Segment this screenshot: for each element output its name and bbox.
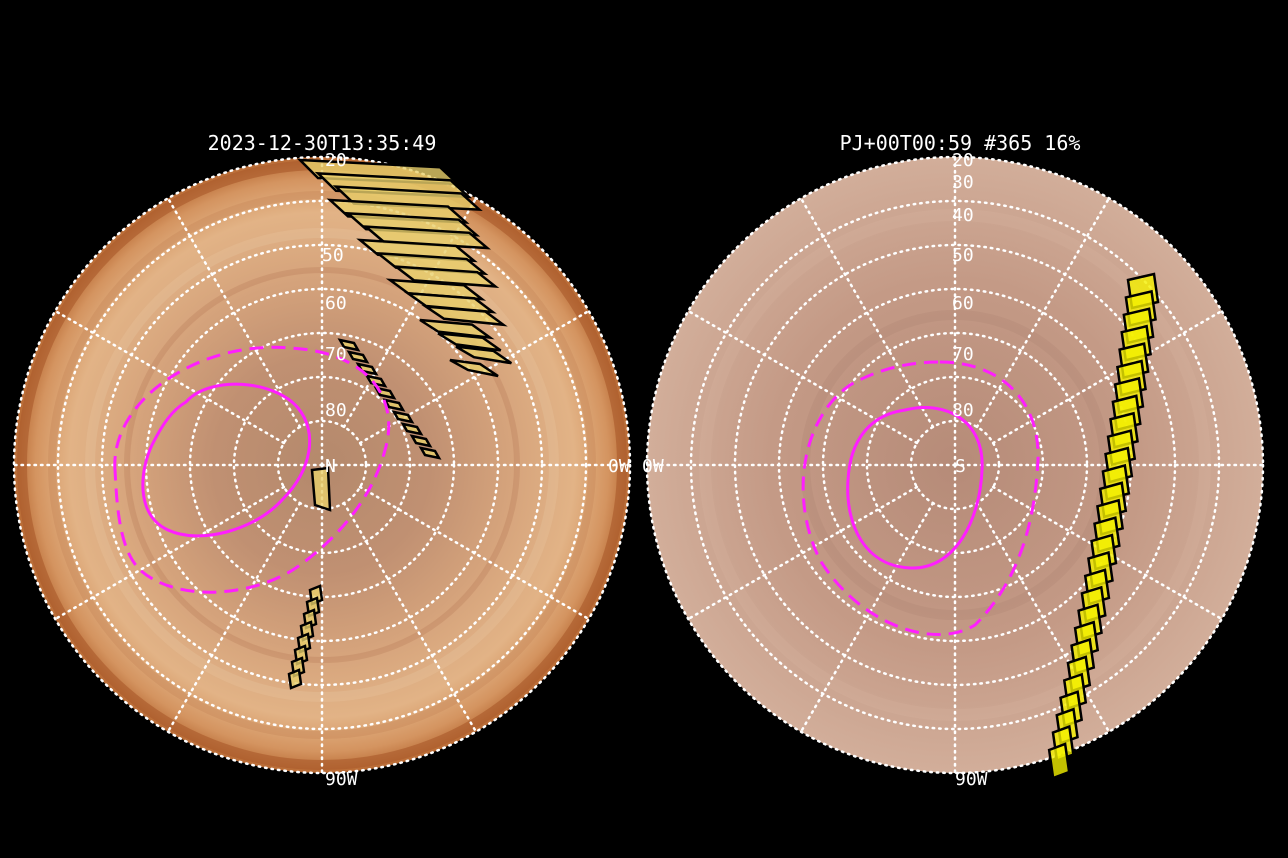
north-footprint [400, 422, 424, 436]
north-oval-reference-dashed [113, 345, 391, 594]
north-footprint [437, 332, 502, 352]
north-polar-map: 2023-12-30T13:35:49 20 50 60 70 80 N 0W … [12, 131, 632, 790]
north-lat-label-50: 50 [322, 245, 344, 266]
south-lat-label-70: 70 [952, 344, 974, 365]
south-meridian [991, 309, 1223, 445]
north-footprint [421, 305, 508, 327]
south-meridian [799, 501, 935, 733]
south-pole-label: S [955, 456, 966, 477]
south-title: PJ+00T00:59 #365 16% [840, 131, 1081, 155]
north-meridian [342, 501, 478, 733]
south-auroral-oval [846, 406, 984, 570]
south-lat-label-80: 80 [952, 400, 974, 421]
south-lat-ring [689, 199, 1221, 731]
north-footprint [403, 291, 497, 314]
north-pole-label: N [325, 456, 336, 477]
south-lat-label-60: 60 [952, 293, 974, 314]
south-lat-label-50: 50 [952, 245, 974, 266]
north-meridian [166, 197, 302, 429]
north-footprint [391, 410, 415, 424]
north-footprint [310, 466, 332, 512]
south-meridian [687, 309, 919, 445]
south-meridian [975, 197, 1111, 429]
north-footprint [449, 358, 499, 378]
south-meridian [687, 485, 919, 621]
south-lon-label-90w: 90W [955, 769, 988, 790]
south-lat-label-30: 30 [952, 172, 974, 193]
south-meridian [799, 197, 935, 429]
north-auroral-oval [141, 382, 312, 538]
north-lat-label-80: 80 [325, 400, 347, 421]
north-footprint [374, 251, 489, 276]
north-lon-label-0w: 0W [608, 456, 630, 477]
south-lat-ring [909, 419, 1001, 511]
south-meridian [975, 501, 1111, 733]
north-footprint [346, 350, 370, 364]
north-lat-label-70: 70 [325, 344, 347, 365]
south-polar-map: PJ+00T00:59 #365 16% 20 30 40 50 60 70 8… [642, 131, 1265, 790]
south-lat-label-20: 20 [952, 150, 974, 171]
north-footprint [287, 668, 303, 690]
north-lat-ring [276, 419, 368, 511]
north-footprint [356, 238, 478, 263]
south-oval-reference-dashed [801, 360, 1040, 637]
north-footprint [391, 265, 500, 288]
south-lat-label-40: 40 [952, 205, 974, 226]
north-footprint [409, 434, 433, 448]
north-lon-label-90w: 90W [325, 769, 358, 790]
north-footprint [385, 278, 487, 301]
north-meridian [54, 485, 286, 621]
north-meridian [166, 501, 302, 733]
north-lat-label-20: 20 [325, 150, 347, 171]
south-footprint [1047, 742, 1071, 780]
south-lon-label-0w: 0W [642, 456, 664, 477]
north-footprint [364, 374, 388, 388]
north-footprint [337, 338, 361, 352]
north-footprint-swath [287, 158, 513, 690]
north-footprint [418, 446, 442, 460]
north-lat-ring [56, 199, 588, 731]
south-lat-ring [865, 375, 1045, 555]
north-footprint [382, 398, 406, 412]
north-lat-ring [232, 375, 412, 555]
north-footprint [455, 345, 513, 365]
south-footprint-swath [1047, 272, 1160, 780]
north-title: 2023-12-30T13:35:49 [208, 131, 437, 155]
north-footprint [419, 318, 495, 340]
north-lat-label-60: 60 [325, 293, 347, 314]
north-meridian [358, 485, 590, 621]
north-meridian [358, 309, 590, 445]
